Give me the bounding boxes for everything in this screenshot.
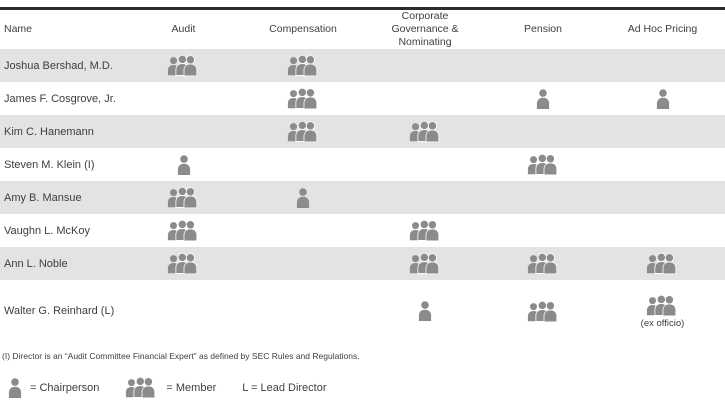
footnote: (I) Director is an “Audit Committee Fina… bbox=[2, 351, 360, 362]
member-icon bbox=[646, 252, 679, 275]
legend-label: = Chairperson bbox=[30, 381, 100, 394]
column-header: Compensation bbox=[269, 23, 337, 36]
committee-cell bbox=[242, 120, 364, 143]
committee-cell bbox=[600, 252, 725, 275]
member-icon bbox=[287, 54, 320, 77]
member-icon bbox=[287, 87, 320, 110]
chairperson-icon bbox=[8, 378, 22, 398]
legend-label: L = Lead Director bbox=[242, 381, 327, 394]
director-name: Walter G. Reinhard (L) bbox=[4, 305, 115, 318]
member-icon bbox=[409, 120, 442, 143]
member-icon bbox=[646, 294, 679, 317]
committee-cell bbox=[125, 186, 242, 209]
committee-cell bbox=[242, 188, 364, 208]
table-row: Kim C. Hanemann bbox=[0, 115, 725, 149]
committee-cell bbox=[486, 300, 600, 323]
member-icon bbox=[125, 376, 158, 399]
chairperson-icon bbox=[536, 89, 550, 109]
column-header: Audit bbox=[171, 23, 196, 36]
member-icon bbox=[527, 300, 560, 323]
committee-cell bbox=[364, 301, 486, 322]
director-name: Vaughn L. McKoy bbox=[4, 224, 91, 237]
table-header: Name Audit Compensation Corporate Governanc… bbox=[0, 10, 725, 49]
committee-cell bbox=[486, 153, 600, 176]
member-icon bbox=[409, 252, 442, 275]
member-icon bbox=[167, 186, 200, 209]
member-icon bbox=[287, 120, 320, 143]
chairperson-icon bbox=[296, 188, 310, 208]
legend-item-member: = Member bbox=[125, 376, 216, 399]
legend-item-chairperson: = Chairperson bbox=[8, 378, 99, 398]
committee-cell bbox=[125, 54, 242, 77]
director-name: Amy B. Mansue bbox=[4, 191, 82, 204]
committee-cell bbox=[486, 89, 600, 109]
director-name: Joshua Bershad, M.D. bbox=[4, 59, 113, 72]
member-icon bbox=[527, 153, 560, 176]
table-row: Walter G. Reinhard (L) (ex officio) bbox=[0, 280, 725, 342]
table-row: Vaughn L. McKoy bbox=[0, 214, 725, 247]
committee-cell: (ex officio) bbox=[600, 294, 725, 329]
legend-label: = Member bbox=[166, 381, 217, 394]
chairperson-icon bbox=[418, 301, 432, 322]
column-header: Name bbox=[4, 23, 33, 36]
committee-cell bbox=[486, 252, 600, 275]
committee-table: Name Audit Compensation Corporate Governanc… bbox=[0, 7, 725, 342]
table-row: Amy B. Mansue bbox=[0, 181, 725, 215]
committee-cell bbox=[125, 219, 242, 242]
table-row: Ann L. Noble bbox=[0, 247, 725, 281]
member-icon bbox=[167, 54, 200, 77]
legend-item-lead-director: L = Lead Director bbox=[242, 382, 326, 394]
table-row: Steven M. Klein (I) bbox=[0, 148, 725, 181]
director-name: Steven M. Klein (I) bbox=[4, 158, 95, 171]
member-icon bbox=[527, 252, 560, 275]
committee-cell bbox=[364, 219, 486, 242]
member-icon bbox=[167, 252, 200, 275]
table-row: Joshua Bershad, M.D. bbox=[0, 49, 725, 83]
member-icon bbox=[167, 219, 200, 242]
chairperson-icon bbox=[177, 155, 191, 175]
committee-cell bbox=[242, 87, 364, 110]
table-body: Joshua Bershad, M.D. James F. Cosgrove, J… bbox=[0, 49, 725, 342]
director-name: James F. Cosgrove, Jr. bbox=[4, 92, 116, 105]
committee-cell bbox=[125, 155, 242, 175]
member-icon bbox=[409, 219, 442, 242]
ex-officio-note: (ex officio) bbox=[640, 317, 685, 329]
committee-cell bbox=[364, 120, 486, 143]
legend: = Chairperson = Member L = Lead Director bbox=[8, 376, 725, 399]
committee-cell bbox=[242, 54, 364, 77]
committee-cell bbox=[364, 252, 486, 275]
director-name: Ann L. Noble bbox=[4, 257, 68, 270]
table-row: James F. Cosgrove, Jr. bbox=[0, 82, 725, 115]
column-header: Ad Hoc Pricing bbox=[627, 23, 698, 36]
committee-cell bbox=[600, 89, 725, 109]
committee-cell bbox=[125, 252, 242, 275]
column-header: Pension bbox=[524, 23, 562, 36]
director-name: Kim C. Hanemann bbox=[4, 125, 94, 138]
chairperson-icon bbox=[656, 89, 670, 109]
column-header: Corporate Governance & Nominating bbox=[391, 10, 459, 49]
